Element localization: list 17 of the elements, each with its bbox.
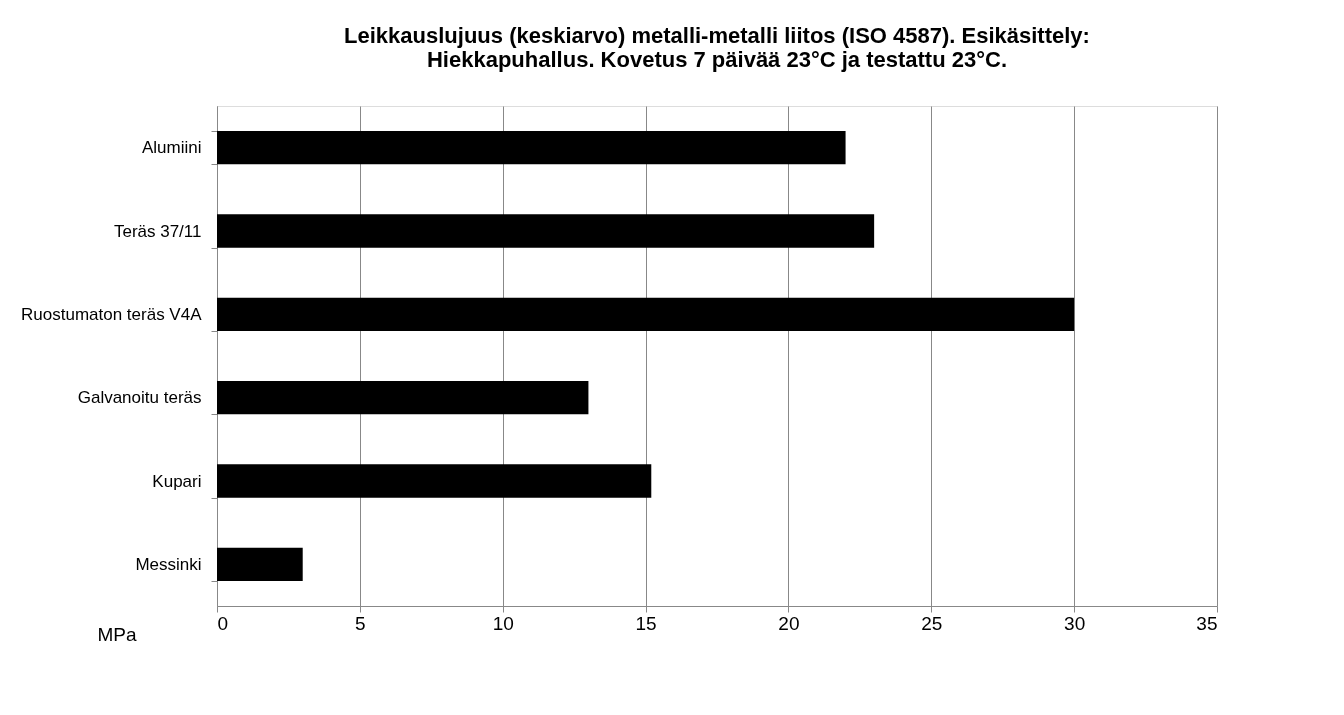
x-tick-label: 25 xyxy=(921,612,943,634)
x-tick-label: 35 xyxy=(1196,612,1218,634)
x-axis-title: MPa xyxy=(97,623,137,645)
y-tick-label: Ruostumaton teräs V4A xyxy=(21,304,203,324)
x-tick-label: 30 xyxy=(1064,612,1086,634)
y-tick-label: Messinki xyxy=(135,554,202,574)
text: Hiekkapuhallus. Kovetus 7 päivää 23°C ja testattu 23°C. xyxy=(426,47,1008,72)
x-tick-label: 5 xyxy=(355,612,366,634)
y-tick-label: Teräs 37/11 xyxy=(113,221,202,241)
y-tick-label: Kupari xyxy=(152,471,202,491)
y-tick-label: Galvanoitu teräs xyxy=(77,388,202,408)
y-tick-label: Alumiini xyxy=(141,138,202,158)
x-tick-label: 0 xyxy=(217,612,229,634)
text: Leikkauslujuus (keskiarvo) metalli-metalli liitos (ISO 4587). Esikäsittely: xyxy=(344,23,1090,48)
x-tick-label: 10 xyxy=(492,612,514,634)
x-tick-label: 20 xyxy=(778,612,800,634)
x-tick-label: 15 xyxy=(635,612,657,634)
